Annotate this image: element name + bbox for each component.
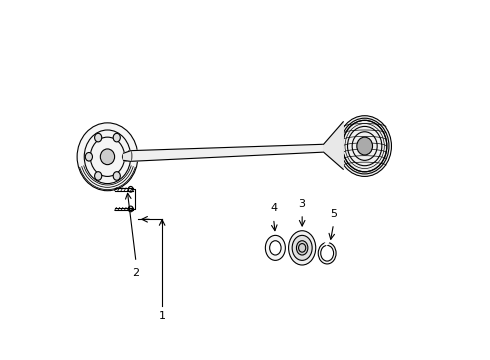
Ellipse shape [292,235,312,260]
Text: 5: 5 [330,208,337,219]
Ellipse shape [77,123,138,191]
Ellipse shape [113,172,121,180]
Ellipse shape [289,231,316,265]
Ellipse shape [338,116,392,176]
Ellipse shape [128,186,133,192]
Polygon shape [123,151,131,161]
Ellipse shape [85,153,93,161]
Ellipse shape [113,133,121,142]
Ellipse shape [341,118,389,174]
Ellipse shape [100,149,115,165]
Text: 2: 2 [132,267,140,278]
Ellipse shape [122,153,130,161]
Ellipse shape [343,120,387,172]
Ellipse shape [296,241,308,255]
Ellipse shape [266,235,285,260]
Ellipse shape [95,133,102,142]
Ellipse shape [318,243,336,264]
Text: 4: 4 [270,203,277,213]
Ellipse shape [321,246,334,261]
Text: 3: 3 [299,199,306,208]
Ellipse shape [95,172,102,180]
Polygon shape [323,122,343,169]
Ellipse shape [357,137,372,155]
Ellipse shape [270,241,281,255]
Text: 1: 1 [159,311,166,321]
Ellipse shape [128,206,133,212]
Polygon shape [129,144,323,161]
